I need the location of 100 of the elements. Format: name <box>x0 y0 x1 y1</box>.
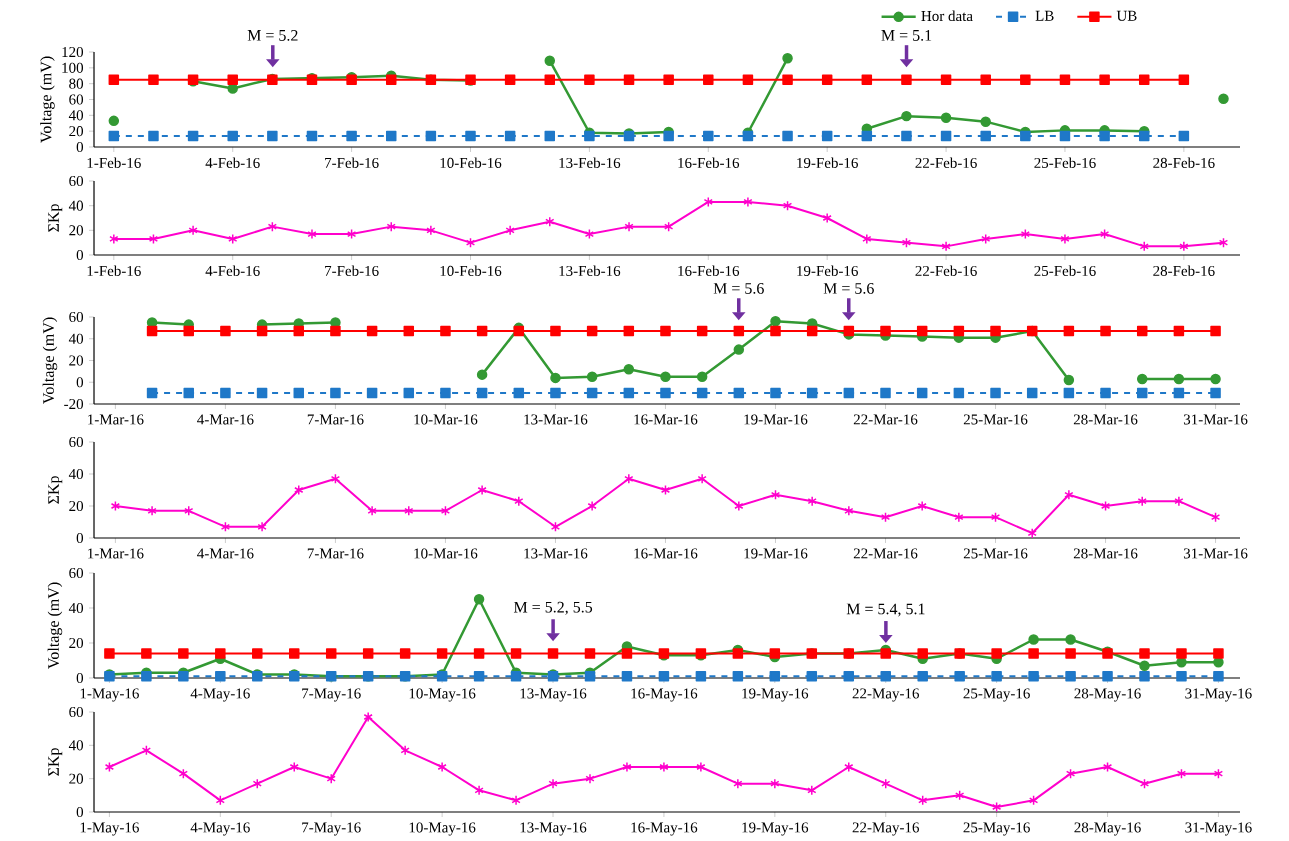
x-tick-label: 22-Mar-16 <box>853 548 918 559</box>
x-tick-label: 13-Feb-16 <box>559 157 621 169</box>
x-tick-label: 10-May-16 <box>409 822 476 836</box>
x-tick-label: 16-May-16 <box>631 822 698 836</box>
legend-label: LB <box>1035 11 1054 21</box>
text: M = 5.6 <box>713 283 764 295</box>
x-tick-label: 16-Feb-16 <box>678 265 740 277</box>
y-axis-title: Voltage (mV) <box>42 317 58 405</box>
x-tick-label: 10-Mar-16 <box>414 548 478 559</box>
y-tick-label: 40 <box>68 603 84 614</box>
y-tick-label: 20 <box>69 638 84 649</box>
y-tick-label: 20 <box>69 126 84 137</box>
x-tick-label: 4-May-16 <box>190 688 250 702</box>
x-tick-label: 7-May-16 <box>302 688 361 702</box>
y-tick-label: 40 <box>68 200 84 211</box>
x-tick-label: 31-Mar-16 <box>1183 414 1248 425</box>
x-tick-label: 13-Feb-16 <box>559 265 621 277</box>
y-tick-label: 20 <box>69 355 84 366</box>
x-tick-label: 16-May-16 <box>631 688 698 702</box>
x-tick-label: 4-Mar-16 <box>197 548 254 559</box>
annotation: M = 5.2, 5.5 <box>513 601 593 616</box>
x-tick-label: 25-Feb-16 <box>1034 157 1096 169</box>
y-tick-label: 60 <box>69 707 84 718</box>
x-tick-label: 28-May-16 <box>1074 688 1141 702</box>
x-tick-label: 28-Feb-16 <box>1153 265 1215 277</box>
annotation: M = 5.4, 5.1 <box>846 603 925 617</box>
x-tick-label: 22-Mar-16 <box>853 414 918 425</box>
y-tick-label: 40 <box>68 740 84 751</box>
x-tick-label: 22-May-16 <box>852 688 920 702</box>
x-tick-label: 22-Feb-16 <box>915 265 977 277</box>
x-tick-label: 10-Feb-16 <box>440 265 502 277</box>
x-tick-label: 7-Feb-16 <box>325 157 379 169</box>
x-tick-label: 4-Mar-16 <box>197 414 254 425</box>
y-tick-label: 0 <box>76 142 84 153</box>
text: M = 5.2 <box>247 30 298 41</box>
y-tick-label: 60 <box>69 312 84 323</box>
y-tick-label: 20 <box>69 773 84 784</box>
x-tick-label: 22-Feb-16 <box>915 157 977 169</box>
y-tick-label: 120 <box>62 47 84 58</box>
x-tick-label: 19-Mar-16 <box>744 548 808 559</box>
y-axis-title: ΣKp <box>48 476 63 504</box>
x-tick-label: 28-May-16 <box>1074 822 1141 836</box>
y-tick-label: 60 <box>69 437 84 448</box>
y-tick-label: 20 <box>69 501 84 512</box>
y-tick-label: 40 <box>68 469 84 480</box>
x-tick-label: 19-May-16 <box>742 822 809 836</box>
x-tick-label: 1-May-16 <box>80 822 139 836</box>
y-tick-label: 0 <box>76 807 84 818</box>
x-tick-label: 19-Feb-16 <box>797 157 858 169</box>
y-tick-label: 80 <box>69 78 84 89</box>
x-tick-label: 1-Mar-16 <box>88 548 144 559</box>
x-tick-label: 1-Mar-16 <box>88 414 144 425</box>
x-tick-label: 13-May-16 <box>520 822 587 836</box>
x-tick-label: 25-May-16 <box>963 822 1030 836</box>
y-axis-title: ΣKp <box>48 748 63 776</box>
legend-label: UB <box>1116 11 1137 21</box>
x-tick-label: 4-Feb-16 <box>205 157 260 169</box>
x-tick-label: 7-May-16 <box>302 822 361 836</box>
y-axis-title: Voltage (mV) <box>47 582 63 670</box>
text: M = 5.6 <box>823 283 874 295</box>
x-tick-label: 1-Feb-16 <box>87 265 141 277</box>
y-tick-label: 0 <box>76 250 84 261</box>
y-tick-label: -20 <box>64 399 84 410</box>
y-axis-title: ΣKp <box>48 204 63 232</box>
x-tick-label: 25-Mar-16 <box>963 548 1028 559</box>
x-tick-label: 16-Feb-16 <box>678 157 740 169</box>
x-tick-label: 28-Feb-16 <box>1153 157 1215 169</box>
x-tick-label: 25-Feb-16 <box>1034 265 1096 277</box>
y-tick-label: 60 <box>69 94 84 105</box>
x-tick-label: 7-Mar-16 <box>307 548 364 559</box>
x-tick-label: 10-Feb-16 <box>440 157 502 169</box>
text: M = 5.1 <box>881 30 932 41</box>
x-tick-label: 13-May-16 <box>520 688 587 702</box>
x-tick-label: 31-May-16 <box>1185 688 1252 702</box>
x-tick-label: 7-Feb-16 <box>325 265 379 277</box>
y-tick-label: 20 <box>69 225 84 236</box>
x-tick-label: 19-Mar-16 <box>744 414 808 425</box>
x-tick-label: 22-May-16 <box>852 822 920 836</box>
x-tick-label: 19-May-16 <box>742 688 809 702</box>
x-tick-label: 1-May-16 <box>80 688 139 702</box>
x-tick-label: 1-Feb-16 <box>87 157 141 169</box>
y-tick-label: 0 <box>76 533 84 544</box>
x-tick-label: 10-May-16 <box>409 688 476 702</box>
y-tick-label: 60 <box>69 176 84 187</box>
x-tick-label: 25-Mar-16 <box>963 414 1028 425</box>
x-tick-label: 10-Mar-16 <box>414 414 478 425</box>
x-tick-label: 13-Mar-16 <box>524 548 588 559</box>
x-tick-label: 7-Mar-16 <box>307 414 364 425</box>
y-axis-title: Voltage (mV) <box>40 56 55 144</box>
x-tick-label: 4-Feb-16 <box>205 265 260 277</box>
legend-label: Hor data <box>921 10 973 22</box>
x-tick-label: 19-Feb-16 <box>797 265 858 277</box>
x-tick-label: 4-May-16 <box>190 822 250 836</box>
y-tick-label: 0 <box>76 673 84 684</box>
x-tick-label: 16-Mar-16 <box>634 548 698 559</box>
x-tick-label: 13-Mar-16 <box>524 414 588 425</box>
y-tick-label: 40 <box>68 110 84 121</box>
x-tick-label: 28-Mar-16 <box>1073 414 1138 425</box>
y-tick-label: 60 <box>69 568 84 579</box>
y-tick-label: 40 <box>68 333 84 344</box>
